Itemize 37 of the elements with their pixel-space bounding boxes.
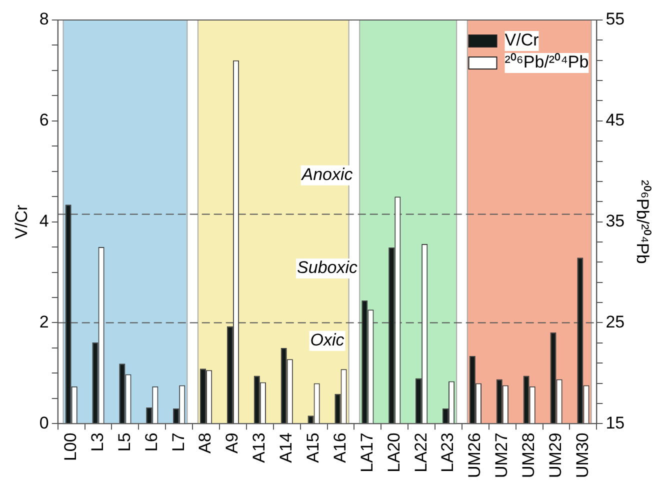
x-tick-label: L6	[142, 432, 161, 452]
x-tick-label: A14	[276, 432, 296, 463]
x-tick-label: UM26	[465, 432, 484, 478]
x-tick-label: L00	[61, 432, 80, 462]
x-tick-label: A15	[303, 432, 322, 463]
x-tick-label: UM27	[492, 432, 512, 478]
y-tick-label: 4	[39, 212, 49, 231]
x-tick-label: LA17	[357, 432, 376, 472]
annotation: Oxic	[310, 330, 345, 350]
x-tick-label: A16	[330, 432, 350, 463]
x-tick-label: LA20	[384, 432, 404, 472]
annotation: Anoxic	[300, 165, 354, 184]
x-tick-label: UM28	[519, 432, 538, 478]
y2-tick-label: 25	[606, 312, 625, 332]
y-tick-label: 6	[39, 110, 49, 130]
y2-tick-label: 55	[606, 10, 625, 29]
x-tick-label: A9	[222, 432, 242, 454]
legend-label: V/Cr	[504, 30, 540, 50]
x-tick-label: A13	[250, 432, 269, 463]
legend-label: ²⁰⁶Pb/²⁰⁴Pb	[504, 52, 589, 72]
y-tick-label: 8	[39, 10, 49, 29]
y2-axis-title: ²⁰⁶Pb/²⁰⁴Pb	[633, 180, 652, 264]
x-tick-label: A8	[196, 432, 215, 454]
annotation: Suboxic	[297, 258, 358, 278]
x-tick-label: L3	[88, 432, 107, 452]
y-axis-title: V/Cr	[12, 204, 31, 239]
x-tick-label: L7	[168, 432, 188, 452]
y2-tick-label: 15	[606, 413, 625, 432]
y-tick-label: 0	[39, 413, 49, 432]
y-tick-label: 2	[39, 312, 49, 332]
x-tick-label: L5	[114, 432, 134, 452]
x-tick-label: LA22	[411, 432, 430, 472]
x-tick-label: UM30	[572, 432, 592, 478]
x-tick-label: UM29	[546, 432, 565, 478]
y2-tick-label: 35	[606, 212, 625, 231]
x-tick-label: LA23	[438, 432, 458, 472]
y2-tick-label: 45	[606, 110, 625, 130]
